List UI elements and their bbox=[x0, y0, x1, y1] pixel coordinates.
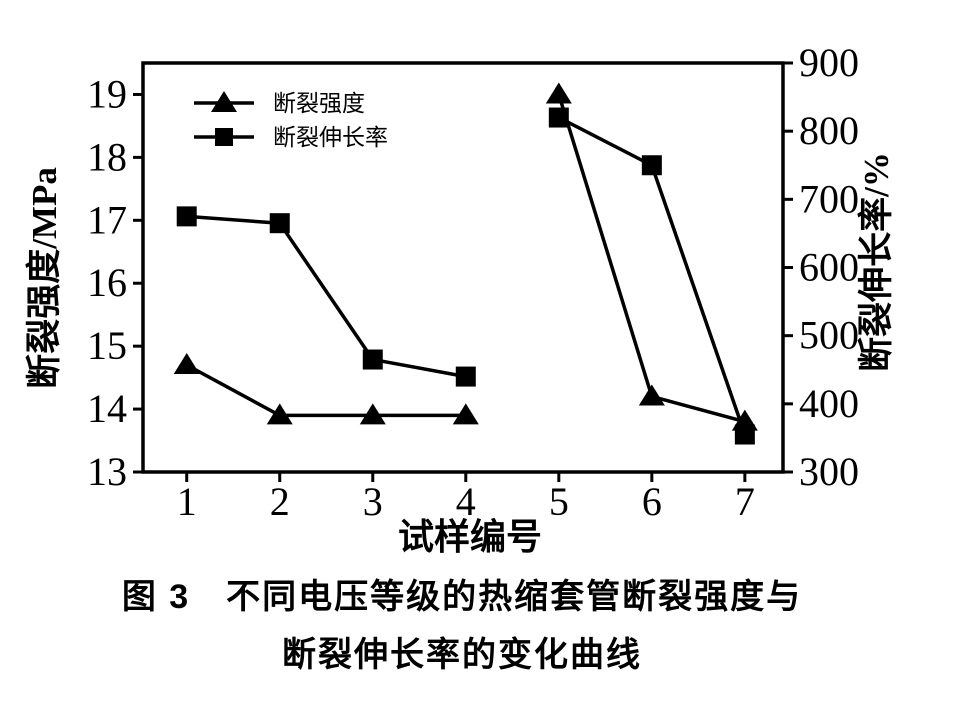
figure-caption-line2: 断裂伸长率的变化曲线 bbox=[282, 636, 642, 674]
right-axis-tick-label: 400 bbox=[799, 381, 859, 426]
x-axis-tick-label: 2 bbox=[270, 479, 290, 524]
left-axis-tick-label: 14 bbox=[87, 386, 127, 431]
plot-area: 13 14 15 16 17 18 19 300 400 500 600 700 800 900 1 2 3 4 5… bbox=[87, 40, 859, 524]
left-axis-tick-label: 19 bbox=[87, 71, 127, 116]
data-point-square bbox=[548, 107, 569, 128]
x-axis-tick-label: 6 bbox=[642, 479, 662, 524]
data-point-square bbox=[176, 206, 197, 227]
right-axis-tick-label: 300 bbox=[799, 449, 859, 494]
right-axis-tick-label: 700 bbox=[799, 176, 859, 221]
x-axis-tick-label: 5 bbox=[549, 479, 569, 524]
x-axis-title: 试样编号 bbox=[398, 516, 542, 557]
right-axis-tick-label: 900 bbox=[799, 40, 859, 85]
x-axis-tick-label: 4 bbox=[456, 479, 476, 524]
data-point-square bbox=[269, 213, 290, 234]
data-point-square bbox=[455, 366, 476, 387]
legend: 断裂强度 断裂伸长率 bbox=[194, 91, 388, 150]
data-point-triangle bbox=[545, 82, 572, 104]
left-axis-tick-label: 17 bbox=[87, 197, 127, 242]
legend-triangle-icon bbox=[211, 91, 237, 112]
right-axis-tick-label: 600 bbox=[799, 245, 859, 290]
series-0-line bbox=[557, 93, 746, 424]
left-axis-tick-label: 15 bbox=[87, 323, 127, 368]
left-axis-tick-label: 13 bbox=[87, 449, 127, 494]
legend-label-strength: 断裂强度 bbox=[273, 91, 365, 116]
figure-caption-line1: 图 3 不同电压等级的热缩套管断裂强度与 bbox=[121, 578, 803, 616]
data-point-triangle bbox=[452, 403, 479, 425]
data-point-square bbox=[734, 424, 755, 445]
data-point-triangle bbox=[266, 403, 293, 425]
line-chart: 13 14 15 16 17 18 19 300 400 500 600 700 800 900 1 2 3 4 5… bbox=[25, 40, 896, 557]
right-axis-tick-label: 800 bbox=[799, 108, 859, 153]
left-axis-tick-label: 16 bbox=[87, 260, 127, 305]
left-axis-tick-label: 18 bbox=[87, 134, 127, 179]
data-point-square bbox=[641, 155, 662, 176]
x-axis-tick-label: 1 bbox=[177, 479, 197, 524]
right-axis-title: 断裂伸长率/% bbox=[857, 152, 896, 372]
series-0-line bbox=[185, 363, 466, 418]
left-axis-title: 断裂强度/MPa bbox=[25, 167, 64, 389]
x-axis-tick-label: 3 bbox=[363, 479, 383, 524]
data-point-square bbox=[362, 349, 383, 370]
data-point-triangle bbox=[638, 384, 665, 406]
right-axis-tick-label: 500 bbox=[799, 313, 859, 358]
legend-square-icon bbox=[215, 128, 233, 146]
data-point-triangle bbox=[173, 353, 200, 375]
x-axis-tick-label: 7 bbox=[735, 479, 755, 524]
legend-label-elongation: 断裂伸长率 bbox=[273, 125, 388, 150]
series-1-line bbox=[186, 214, 467, 379]
data-point-triangle bbox=[359, 403, 386, 425]
